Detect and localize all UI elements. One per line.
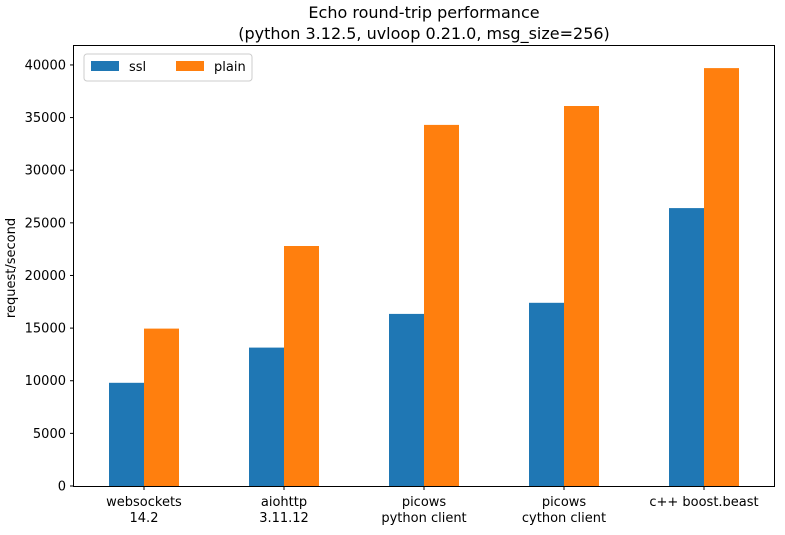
legend-label-plain: plain: [214, 60, 246, 75]
bar-ssl-3: [529, 302, 564, 486]
y-tick-label-2: 10000: [25, 374, 66, 389]
legend-label-ssl: ssl: [129, 60, 146, 75]
bar-plain-0: [144, 328, 179, 486]
y-tick-label-0: 0: [58, 480, 66, 495]
y-tick-label-1: 5000: [33, 427, 66, 442]
x-tick-label-1: aiohttp 3.11.12: [259, 495, 309, 526]
plot-frame: [73, 45, 775, 487]
y-tick-label-4: 20000: [25, 269, 66, 284]
bar-plain-1: [284, 246, 319, 486]
y-tick-label-5: 25000: [25, 216, 66, 231]
legend-box: [83, 53, 253, 82]
bars-layer: [109, 68, 739, 487]
bar-plain-2: [424, 124, 459, 487]
bar-ssl-2: [389, 313, 424, 486]
bar-plain-3: [564, 106, 599, 486]
bar-ssl-1: [249, 347, 284, 486]
x-tick-label-2: picows python client: [381, 495, 466, 526]
y-tick-label-7: 35000: [25, 111, 66, 126]
legend-swatch-ssl: [91, 61, 119, 71]
chart-title: Echo round-trip performance: [308, 3, 539, 22]
legend-swatch-plain: [176, 61, 204, 71]
bar-ssl-4: [669, 208, 704, 486]
x-tick-label-3: picows cython client: [522, 495, 606, 526]
x-tick-label-4: c++ boost.beast: [649, 495, 758, 510]
bar-plain-4: [704, 68, 739, 486]
y-axis-label: request/second: [4, 218, 19, 318]
chart-subtitle: (python 3.12.5, uvloop 0.21.0, msg_size=…: [238, 24, 610, 44]
bar-ssl-0: [109, 382, 144, 486]
axes-layer: 0 5000 10000 15000 20000 25000 30000 35000 40000…: [25, 58, 759, 526]
y-tick-label-6: 30000: [25, 164, 66, 179]
y-tick-label-8: 40000: [25, 58, 66, 73]
x-tick-label-0: websockets 14.2: [106, 495, 182, 526]
legend: ssl plain: [83, 53, 253, 82]
y-tick-label-3: 15000: [25, 322, 66, 337]
